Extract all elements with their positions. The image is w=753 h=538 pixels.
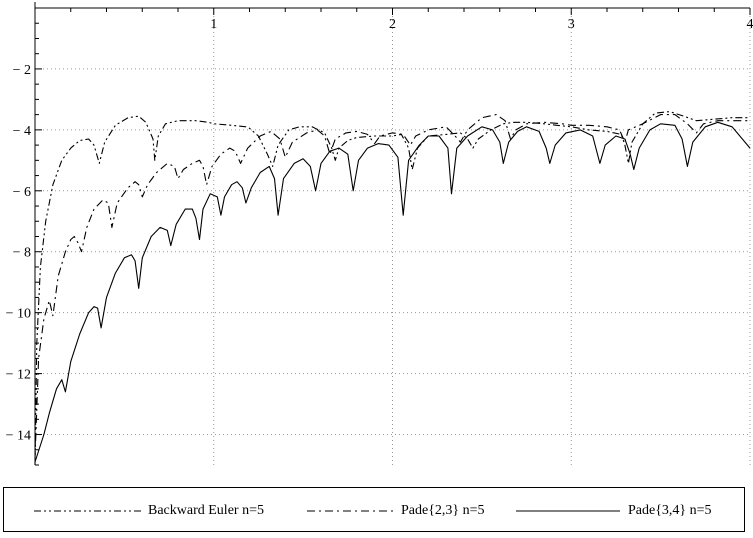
x-tick-label: 3 — [568, 17, 575, 32]
legend-label-pade-2-3: Pade{2,3} n=5 — [401, 502, 485, 518]
x-tick-label: 4 — [747, 17, 753, 32]
y-tick-label: − 14 — [6, 429, 31, 444]
y-tick-label: − 2 — [13, 63, 31, 78]
x-tick-label: 1 — [210, 17, 217, 32]
legend-swatch-backward-euler — [34, 510, 142, 511]
legend-item-pade-2-3: Pade{2,3} n=5 — [307, 488, 485, 533]
axes: 1 2 3 4 − 2 − 4 − 6 − 8 − 10 − 12 − 14 — [6, 2, 753, 466]
x-tick-label: 2 — [389, 17, 396, 32]
series-line-1 — [34, 114, 750, 459]
legend-label-backward-euler: Backward Euler n=5 — [148, 502, 264, 518]
legend-label-pade-3-4: Pade{3,4} n=5 — [628, 502, 712, 518]
series-line-2 — [34, 121, 751, 463]
y-tick-label: − 10 — [6, 307, 31, 322]
legend: Backward Euler n=5 Pade{2,3} n=5 Pade{3,… — [3, 487, 745, 532]
legend-swatch-pade-2-3 — [307, 510, 395, 511]
legend-swatch-pade-3-4 — [516, 510, 620, 511]
grid — [35, 8, 751, 465]
series-lines — [34, 111, 751, 466]
legend-item-backward-euler: Backward Euler n=5 — [34, 488, 264, 533]
series-line-0 — [34, 111, 750, 466]
y-tick-label: − 12 — [6, 368, 31, 383]
legend-item-pade-3-4: Pade{3,4} n=5 — [516, 488, 712, 533]
y-tick-label: − 8 — [13, 246, 31, 261]
y-tick-label: − 4 — [13, 124, 31, 139]
y-tick-label: − 6 — [13, 185, 31, 200]
